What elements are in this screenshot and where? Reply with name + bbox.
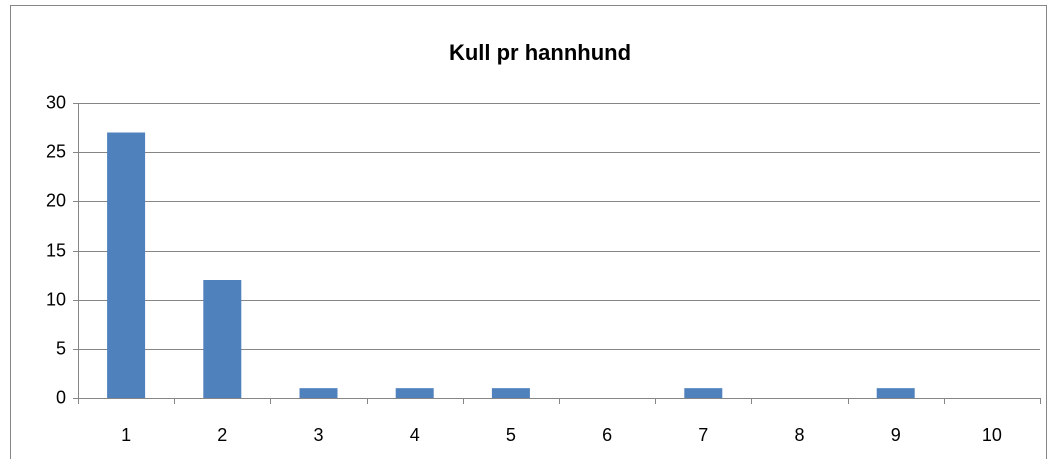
x-tick-label: 9 [891,425,901,445]
bar [876,388,915,398]
bar [299,388,338,398]
bar [684,388,723,398]
bar [107,132,146,398]
y-tick-label: 30 [46,92,66,112]
chart-frame [10,5,1047,459]
y-tick-label: 0 [56,387,66,407]
y-tick-label: 5 [56,338,66,358]
x-tick-label: 5 [506,425,516,445]
y-tick-label: 20 [46,190,66,210]
x-tick-label: 1 [121,425,131,445]
bar [203,280,242,398]
chart-title: Kull pr hannhund [449,40,631,65]
x-tick-label: 2 [217,425,227,445]
x-tick-label: 10 [982,425,1002,445]
x-tick-label: 8 [794,425,804,445]
x-tick-label: 7 [698,425,708,445]
bar [491,388,530,398]
y-tick-label: 15 [46,240,66,260]
y-tick-label: 10 [46,289,66,309]
x-tick-label: 6 [602,425,612,445]
x-tick-label: 3 [313,425,323,445]
y-tick-label: 25 [46,141,66,161]
bar [395,388,434,398]
x-tick-label: 4 [410,425,420,445]
